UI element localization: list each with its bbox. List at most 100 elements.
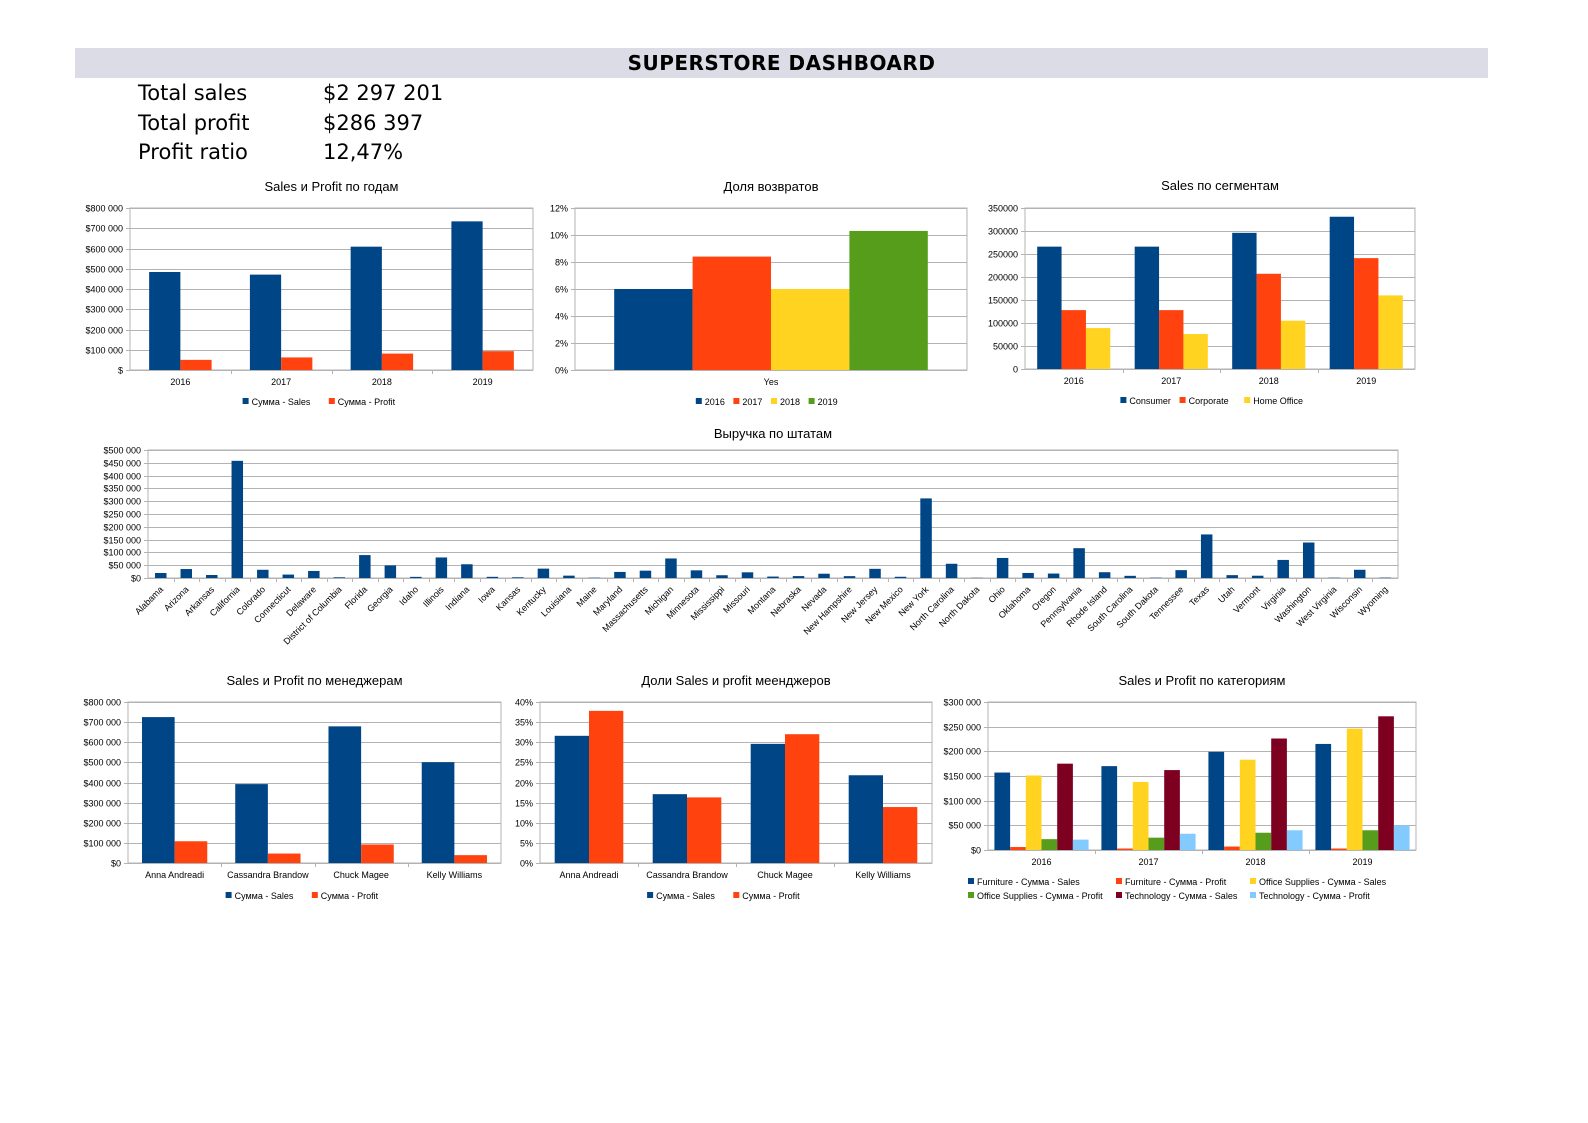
dashboard-title: SUPERSTORE DASHBOARD	[627, 51, 936, 75]
x-tick-label: Yes	[764, 377, 779, 387]
legend-swatch	[225, 892, 232, 898]
y-tick-label: $100 000	[85, 346, 123, 356]
y-tick-label: $100 000	[103, 548, 141, 558]
legend-swatch	[647, 892, 654, 898]
bar-technology-сумма-sales-2017	[1164, 770, 1180, 850]
kpi-label-total-sales: Total sales	[138, 81, 248, 105]
x-tick-label: 2017	[271, 377, 291, 387]
bar-corporate-2016	[1061, 310, 1086, 369]
bar-office-supplies-сумма-profit-2017	[1148, 837, 1165, 850]
bar-c4-florida	[359, 555, 371, 578]
y-tick-label: $100 000	[943, 797, 981, 807]
bar-c4-new-hampshire	[843, 576, 856, 578]
x-tick-label: 2019	[1356, 376, 1376, 386]
y-tick-label: $250 000	[943, 723, 981, 733]
bar-сумма-profit-kelly-williams	[883, 807, 918, 863]
y-tick-label: $150 000	[943, 772, 981, 782]
bar-сумма-sales-cassandra-brandow	[652, 794, 687, 863]
chart-title-sales-profit-categories: Sales и Profit по категориям	[1118, 673, 1286, 688]
bar-сумма-sales-2019	[451, 221, 483, 370]
bar-technology-сумма-sales-2018	[1271, 738, 1287, 850]
y-tick-label: 5%	[520, 839, 533, 849]
bar-c4-connecticut	[282, 574, 295, 578]
y-tick-label: $300 000	[85, 305, 123, 315]
bar-c4-massachusetts	[639, 570, 652, 578]
bar-c4-illinois	[435, 557, 448, 578]
bar-2019-yes	[849, 230, 928, 370]
legend-swatch	[1179, 397, 1186, 403]
bar-furniture-сумма-sales-2016	[994, 772, 1011, 850]
chart-title-sales-segments: Sales по сегментам	[1161, 178, 1279, 193]
x-tick-label: 2018	[1259, 376, 1279, 386]
bar-сумма-sales-2016	[149, 271, 181, 370]
legend-label: Office Supplies - Сумма - Profit	[977, 891, 1103, 901]
bar-technology-сумма-profit-2017	[1179, 833, 1196, 850]
legend-swatch	[968, 878, 974, 884]
y-tick-label: 25%	[515, 758, 533, 768]
bar-office-supplies-сумма-sales-2016	[1025, 775, 1042, 850]
bar-c4-wisconsin	[1353, 569, 1366, 578]
legend-label: Сумма - Sales	[252, 397, 311, 407]
bar-c4-new-jersey	[869, 568, 881, 578]
bar-c4-new-york	[920, 498, 932, 578]
bar-сумма-profit-chuck-magee	[785, 734, 820, 863]
y-tick-label: 30%	[515, 738, 533, 748]
legend-swatch	[968, 892, 974, 898]
legend-label: Сумма - Sales	[235, 891, 294, 901]
bar-сумма-sales-kelly-williams	[421, 762, 455, 863]
y-tick-label: $200 000	[83, 819, 121, 829]
bar-office-supplies-сумма-sales-2019	[1346, 728, 1363, 850]
bar-c4-utah	[1226, 575, 1238, 578]
bar-c4-ohio	[996, 557, 1009, 578]
bar-c4-california	[231, 460, 244, 578]
bar-сумма-sales-anna-andreadi	[554, 735, 589, 863]
legend-label: Technology - Сумма - Sales	[1125, 891, 1238, 901]
y-tick-label: $200 000	[943, 747, 981, 757]
legend-swatch	[1250, 878, 1256, 884]
legend-swatch	[695, 398, 702, 404]
y-tick-label: $300 000	[83, 799, 121, 809]
x-tick-label: Kelly Williams	[855, 870, 911, 880]
bar-consumer-2017	[1134, 246, 1160, 369]
y-tick-label: $400 000	[83, 779, 121, 789]
x-tick-label: 2016	[170, 377, 190, 387]
legend-label: Сумма - Sales	[656, 891, 715, 901]
y-tick-label: $250 000	[103, 510, 141, 520]
y-tick-label: 0	[1013, 365, 1018, 375]
bar-consumer-2019	[1329, 216, 1355, 369]
bar-c4-delaware	[308, 570, 320, 578]
legend-swatch	[771, 398, 777, 404]
bar-c4-south-carolina	[1124, 575, 1136, 578]
bar-technology-сумма-sales-2019	[1378, 716, 1394, 850]
bar-сумма-profit-cassandra-brandow	[687, 797, 722, 863]
y-tick-label: 35%	[515, 718, 533, 728]
bar-technology-сумма-profit-2019	[1393, 825, 1410, 850]
bar-office-supplies-сумма-profit-2018	[1255, 832, 1272, 850]
bar-c4-washington	[1302, 542, 1315, 578]
bar-furniture-сумма-sales-2018	[1208, 751, 1225, 850]
x-tick-label: 2016	[1031, 857, 1051, 867]
y-tick-label: 250000	[988, 250, 1018, 260]
bar-c4-tennessee	[1175, 570, 1187, 578]
legend-swatch	[808, 398, 815, 404]
bar-сумма-profit-kelly-williams	[454, 855, 488, 863]
legend-label: Furniture - Сумма - Sales	[977, 877, 1080, 887]
y-tick-label: 40%	[515, 698, 533, 708]
legend-swatch	[733, 892, 740, 898]
y-tick-label: 6%	[555, 285, 568, 295]
bar-c4-montana	[767, 576, 779, 578]
bar-сумма-sales-cassandra-brandow	[235, 784, 268, 863]
legend-label: 2019	[818, 397, 838, 407]
bar-2016-yes	[614, 289, 693, 370]
bar-c4-kansas	[512, 577, 524, 578]
y-tick-label: $50 000	[948, 821, 981, 831]
bar-consumer-2018	[1232, 232, 1257, 369]
bar-c4-georgia	[384, 565, 397, 578]
bar-c4-maryland	[614, 571, 626, 578]
bar-сумма-sales-chuck-magee	[328, 726, 362, 863]
legend-label: 2018	[780, 397, 800, 407]
y-tick-label: 200000	[988, 273, 1018, 283]
chart-title-sales-profit-managers: Sales и Profit по менеджерам	[226, 673, 403, 688]
legend-swatch	[733, 398, 740, 404]
